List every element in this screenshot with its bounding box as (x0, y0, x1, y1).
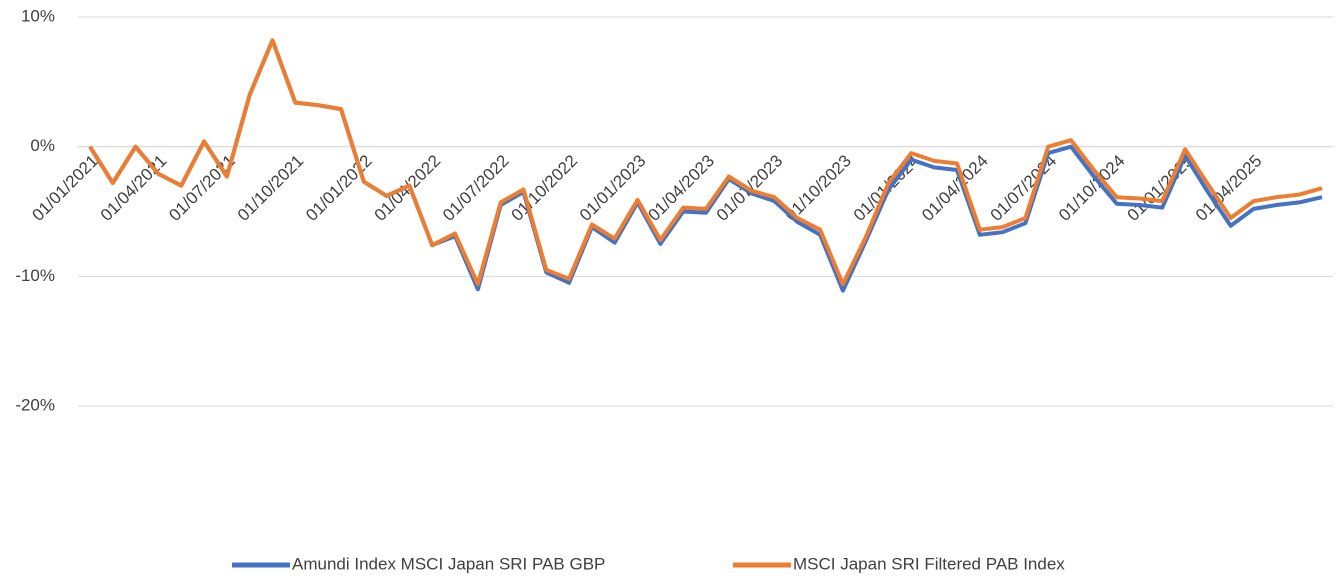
x-tick-label: 01/10/2021 (234, 151, 308, 225)
x-tick-label: 01/10/2022 (508, 151, 582, 225)
x-tick-label: 01/01/2025 (1124, 151, 1198, 225)
legend-label: Amundi Index MSCI Japan SRI PAB GBP (292, 554, 605, 573)
x-tick-label: 01/07/2022 (439, 151, 513, 225)
y-tick-label: -20% (15, 395, 55, 414)
line-series (88, 38, 1323, 287)
x-tick-label: 01/07/2024 (987, 151, 1061, 225)
y-tick-label: 10% (21, 6, 55, 25)
x-tick-label: 01/10/2024 (1055, 151, 1129, 225)
x-tick-label: 01/07/2021 (165, 151, 239, 225)
x-tick-label: 01/01/2021 (28, 151, 102, 225)
y-tick-label: 0% (30, 136, 55, 155)
x-tick-label: 01/01/2022 (302, 151, 376, 225)
x-tick-label: 01/01/2023 (576, 151, 650, 225)
y-tick-label: -10% (15, 266, 55, 285)
x-tick-label: 01/04/2021 (97, 151, 171, 225)
legend-label: MSCI Japan SRI Filtered PAB Index (793, 554, 1065, 573)
